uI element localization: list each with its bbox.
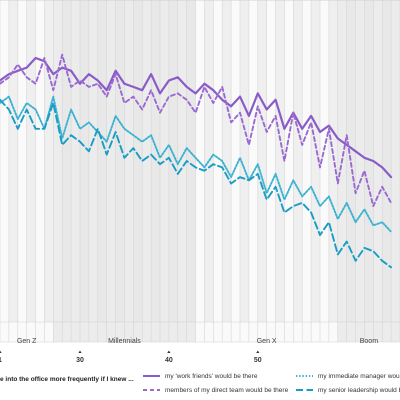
legend-label-0: my 'work friends' would be there	[165, 373, 258, 380]
x-tick-label-1: 30	[76, 357, 84, 364]
generation-label-3: Boom	[360, 338, 378, 345]
grid-stripe	[168, 0, 178, 322]
series-lines	[0, 53, 393, 269]
x-tick-label-3: 50	[254, 357, 262, 364]
grid-stripe	[80, 0, 89, 322]
grid-stripe	[328, 0, 338, 322]
x-tick-label-2: 40	[165, 357, 173, 364]
grid-stripe	[62, 0, 72, 322]
grid-stripe	[151, 0, 160, 322]
grid-stripe	[346, 0, 356, 322]
grid-stripe	[133, 0, 143, 322]
x-tick-label-0: 1	[0, 357, 2, 364]
generation-bands	[53, 0, 400, 342]
x-axis: 1 30 40 50	[0, 350, 262, 364]
grid-stripe	[115, 0, 125, 322]
legend-label-1: members of my direct team would be there	[165, 387, 289, 394]
grid-stripe	[97, 0, 107, 322]
series-line-3	[0, 98, 393, 269]
grid-stripe	[8, 0, 18, 322]
legend-title: e into the office more frequently if I k…	[0, 376, 134, 383]
grid-stripe	[311, 0, 320, 322]
grid-stripe	[26, 0, 36, 322]
x-tick-marker-3	[256, 350, 260, 353]
x-tick-marker-0	[0, 350, 2, 353]
generation-label-1: Millennials	[108, 338, 141, 345]
generation-labels: Gen Z Millennials Gen X Boom	[17, 338, 378, 345]
grid-stripe	[240, 0, 249, 322]
legend-label-3: my senior leadership would be there	[318, 387, 400, 394]
legend-label-2: my immediate manager would be there	[318, 373, 400, 380]
grid-stripe	[293, 0, 303, 322]
grid-stripe	[382, 0, 392, 322]
x-tick-marker-2	[167, 350, 171, 353]
grid-stripe	[44, 0, 54, 322]
grid-stripe	[275, 0, 285, 322]
generation-label-0: Gen Z	[17, 338, 37, 345]
legend: e into the office more frequently if I k…	[0, 373, 400, 394]
generation-label-2: Gen X	[257, 338, 277, 345]
series-line-1	[0, 53, 393, 208]
x-tick-marker-1	[78, 350, 82, 353]
grid-stripe	[257, 0, 267, 322]
series-line-2	[0, 95, 393, 233]
grid-stripe	[186, 0, 196, 322]
grid-stripe	[364, 0, 374, 322]
grid-stripe	[222, 0, 232, 322]
